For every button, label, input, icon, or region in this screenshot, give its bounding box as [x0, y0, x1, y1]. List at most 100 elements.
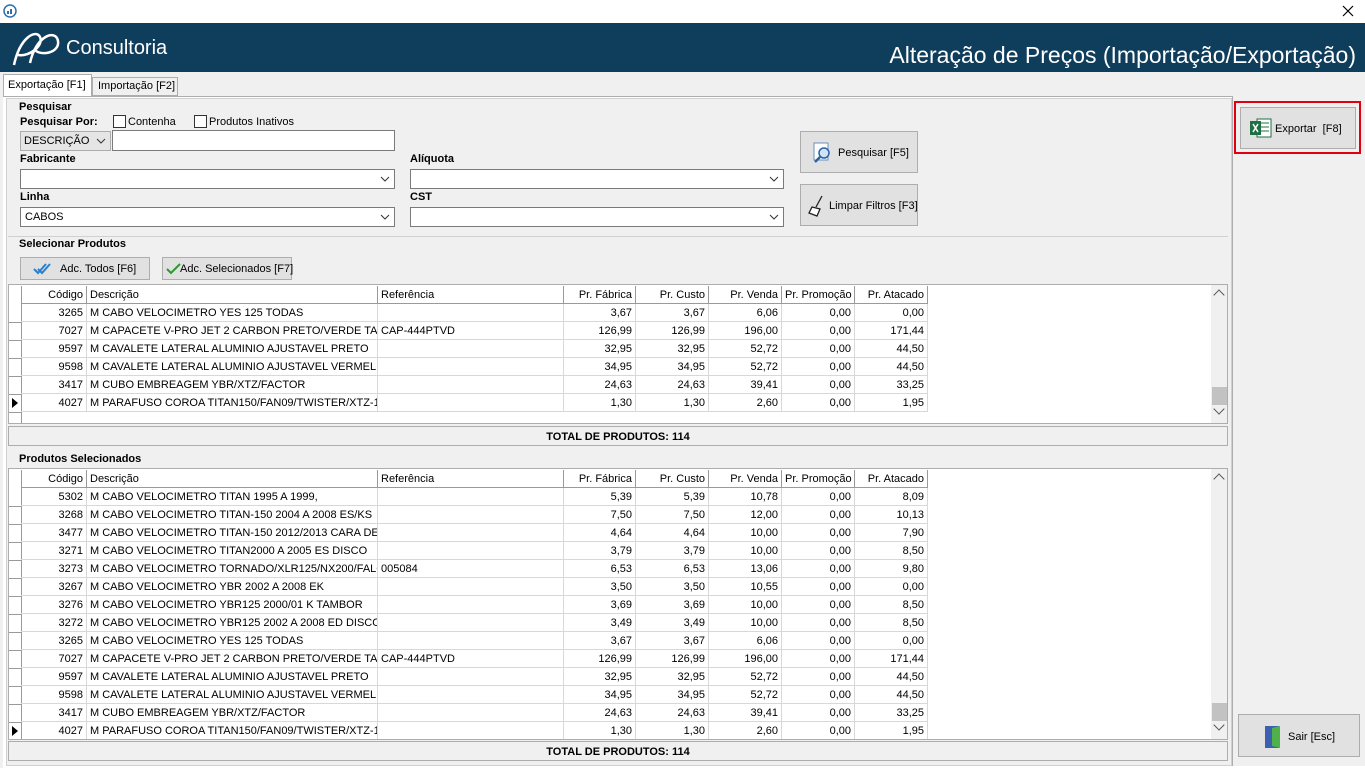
grid-cell: M CABO VELOCIMETRO YES 125 TODAS	[87, 304, 378, 322]
scroll-thumb[interactable]	[1212, 703, 1227, 721]
grid-cell: 9597	[21, 340, 87, 358]
grid-cell: 4027	[21, 394, 87, 412]
grid-cell: 0,00	[782, 668, 855, 686]
column-header[interactable]: Pr. Custo	[636, 470, 709, 488]
column-header[interactable]: Pr. Promoção	[782, 286, 855, 304]
field-select[interactable]: DESCRIÇÃO	[20, 131, 111, 151]
column-header[interactable]: Descrição	[87, 286, 378, 304]
grid-cell: 34,95	[636, 686, 709, 704]
scroll-thumb[interactable]	[1212, 387, 1227, 405]
column-header[interactable]: Código	[21, 470, 87, 488]
cst-select[interactable]	[410, 207, 784, 227]
add-all-button[interactable]: Adc. Todos [F6]	[20, 257, 150, 280]
column-header[interactable]: Pr. Fábrica	[564, 286, 636, 304]
search-button[interactable]: Pesquisar [F5]	[800, 131, 918, 173]
grid-cell: 0,00	[782, 524, 855, 542]
button-label: Adc. Selecionados [F7]	[180, 263, 294, 275]
column-header[interactable]: Pr. Venda	[709, 470, 782, 488]
grid-cell: 34,95	[564, 358, 636, 376]
checkbox[interactable]	[194, 115, 207, 128]
button-label: Adc. Todos [F6]	[60, 263, 137, 275]
column-header[interactable]: Pr. Atacado	[855, 470, 928, 488]
grid-cell: 5,39	[636, 488, 709, 506]
grid-cell: 8,09	[855, 488, 928, 506]
close-button[interactable]	[1342, 5, 1354, 17]
scrollbar[interactable]	[1211, 285, 1227, 423]
grid-cell: 3,50	[564, 578, 636, 596]
tab-active[interactable]: Exportação [F1]	[3, 74, 92, 96]
grid-cell: 3,67	[564, 304, 636, 322]
grid-cell: 0,00	[782, 686, 855, 704]
row-indicator	[9, 340, 21, 359]
scroll-down[interactable]	[1213, 719, 1225, 731]
grid-cell: 1,95	[855, 722, 928, 739]
exit-button[interactable]: Sair [Esc]	[1238, 714, 1360, 757]
grid-cell	[378, 524, 564, 542]
grid-cell	[378, 596, 564, 614]
scrollbar[interactable]	[1211, 469, 1227, 739]
grid-cell: 24,63	[636, 704, 709, 722]
manufacturer-select[interactable]	[20, 169, 395, 189]
grid-cell: M CABO VELOCIMETRO TITAN-150 2012/2013 C…	[87, 524, 378, 542]
grid-cell: 3,67	[636, 632, 709, 650]
grid-cell: 005084	[378, 560, 564, 578]
column-header[interactable]: Descrição	[87, 470, 378, 488]
grid-cell: M PARAFUSO COROA TITAN150/FAN09/TWISTER/…	[87, 394, 378, 412]
grid-cell: M CABO VELOCIMETRO TITAN2000 A 2005 ES D…	[87, 542, 378, 560]
grid-cell: 32,95	[636, 668, 709, 686]
grid-cell	[378, 488, 564, 506]
rate-select[interactable]	[410, 169, 784, 189]
page-title: Alteração de Preços (Importação/Exportaç…	[889, 42, 1356, 68]
grid-cell: 1,30	[636, 394, 709, 412]
column-header[interactable]: Pr. Promoção	[782, 470, 855, 488]
checkbox[interactable]	[113, 115, 126, 128]
grid-cell: 3,67	[636, 304, 709, 322]
scroll-up[interactable]	[1213, 473, 1225, 485]
grid-cell	[378, 578, 564, 596]
export-button[interactable]: Exportar [F8]	[1240, 107, 1356, 149]
column-header[interactable]: Pr. Venda	[709, 286, 782, 304]
broom-icon	[808, 195, 823, 217]
grid-cell	[378, 632, 564, 650]
column-header[interactable]: Pr. Custo	[636, 286, 709, 304]
dropdown-arrow	[380, 214, 390, 220]
column-header[interactable]: Pr. Fábrica	[564, 470, 636, 488]
tab[interactable]: Importação [F2]	[92, 77, 178, 96]
checkbox-label: Produtos Inativos	[209, 116, 294, 128]
column-header[interactable]: Referência	[378, 470, 564, 488]
grid-cell	[378, 722, 564, 739]
grid-cell: 33,25	[855, 704, 928, 722]
column-header[interactable]: Referência	[378, 286, 564, 304]
grid-cell: 2,60	[709, 394, 782, 412]
grid-cell: 0,00	[782, 304, 855, 322]
row-indicator	[9, 686, 21, 705]
grid-cell	[378, 614, 564, 632]
column-header[interactable]: Código	[21, 286, 87, 304]
search-input[interactable]	[112, 130, 395, 151]
grid-cell: 3273	[21, 560, 87, 578]
grid-cell: 0,00	[782, 542, 855, 560]
grid-cell: 6,06	[709, 304, 782, 322]
add-selected-button[interactable]: Adc. Selecionados [F7]	[162, 257, 294, 280]
grid-cell: 7027	[21, 322, 87, 340]
grid-cell: 10,00	[709, 596, 782, 614]
section-title: Produtos Selecionados	[19, 453, 142, 465]
grid-cell: 33,25	[855, 376, 928, 394]
clear-button[interactable]: Limpar Filtros [F3]	[800, 184, 918, 226]
grid-cell: 3417	[21, 376, 87, 394]
scroll-down[interactable]	[1213, 403, 1225, 415]
grid-cell: 5302	[21, 488, 87, 506]
grid-cell: 4,64	[564, 524, 636, 542]
row-indicator	[9, 304, 21, 323]
grid-cell: M CABO VELOCIMETRO YBR125 2002 A 2008 ED…	[87, 614, 378, 632]
grid-cell: 32,95	[564, 340, 636, 358]
row-indicator	[9, 632, 21, 651]
grid-cell: 52,72	[709, 358, 782, 376]
scroll-up[interactable]	[1213, 289, 1225, 301]
column-header[interactable]: Pr. Atacado	[855, 286, 928, 304]
grid-cell: 1,30	[564, 394, 636, 412]
section-title: Selecionar Produtos	[19, 238, 126, 250]
grid-cell: 10,00	[709, 614, 782, 632]
line-select[interactable]: CABOS	[20, 207, 395, 227]
checkbox-label: Contenha	[128, 116, 176, 128]
